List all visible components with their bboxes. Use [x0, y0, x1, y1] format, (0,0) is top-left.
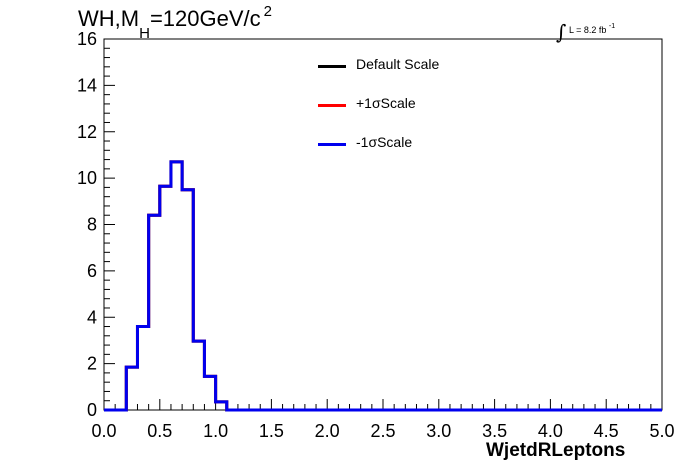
luminosity-unit-exponent: -1 [608, 23, 616, 30]
axis-ticks: 0.0 0.5 1.0 1.5 2.0 2.5 3.0 3.5 4.0 4.5 5.0 0 2 4 6 8 10… [77, 29, 675, 441]
y-tick-label: 6 [87, 261, 97, 281]
legend-line-plus1sigma [318, 104, 346, 107]
x-axis-title: WjetdRLeptons [486, 440, 626, 461]
y-tick-label: 0 [87, 400, 97, 420]
title-mid: =120GeV/c [149, 6, 261, 31]
title-subscript: H [139, 25, 150, 42]
y-tick-label: 14 [77, 75, 97, 95]
y-tick-label: 16 [77, 29, 97, 49]
histogram-line-2 [104, 160, 662, 412]
y-tick-label: 2 [87, 354, 97, 374]
legend-line-default [318, 65, 346, 68]
title-superscript: 2 [263, 3, 272, 20]
y-tick-label: 10 [77, 168, 97, 188]
x-tick-label: 1.0 [203, 421, 228, 441]
x-tick-label: 2.0 [315, 421, 340, 441]
luminosity-text: L = 8.2 fb [568, 25, 607, 35]
y-tick-label: 4 [87, 307, 97, 327]
x-tick-label: 5.0 [649, 421, 674, 441]
legend-label-plus1sigma: +1σScale [356, 95, 416, 111]
histogram-line-0 [104, 160, 662, 412]
x-tick-label: 2.5 [370, 421, 395, 441]
title-prefix: WH,M [78, 6, 140, 31]
histogram-series [104, 160, 662, 412]
x-tick-label: 4.0 [538, 421, 563, 441]
legend-line-minus1sigma [318, 143, 346, 146]
histogram-line-1 [104, 160, 662, 412]
x-tick-label: 4.5 [594, 421, 619, 441]
x-tick-label: 0.0 [91, 421, 116, 441]
integral-symbol: ∫ [556, 20, 567, 44]
plot-title: WH,MH=120GeV/c 2 [78, 3, 272, 42]
legend-label-default: Default Scale [356, 56, 440, 72]
y-tick-label: 8 [87, 215, 97, 235]
legend-label-minus1sigma: -1σScale [356, 134, 413, 150]
luminosity-label: ∫ L = 8.2 fb -1 [556, 14, 616, 44]
x-tick-label: 0.5 [147, 421, 172, 441]
x-tick-label: 3.0 [426, 421, 451, 441]
y-tick-label: 12 [77, 122, 97, 142]
x-tick-label: 3.5 [482, 421, 507, 441]
x-tick-label: 1.5 [259, 421, 284, 441]
